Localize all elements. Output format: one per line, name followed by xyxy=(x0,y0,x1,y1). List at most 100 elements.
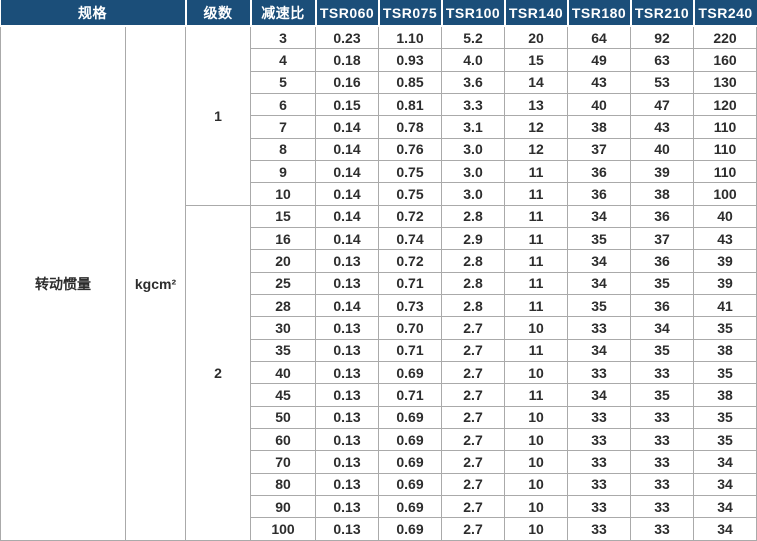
value-cell: 10 xyxy=(504,316,568,340)
value-cell: 0.81 xyxy=(378,93,442,117)
value-cell: 33 xyxy=(630,472,694,497)
value-cell: 0.13 xyxy=(315,316,379,340)
value-cell: 120 xyxy=(693,93,757,117)
value-cell: 0.13 xyxy=(315,383,379,407)
value-cell: 3.0 xyxy=(441,182,505,206)
header-model-tsr060: TSR060 xyxy=(315,0,380,27)
value-cell: 0.15 xyxy=(315,93,379,117)
header-ratio: 减速比 xyxy=(250,0,317,27)
value-cell: 100 xyxy=(693,182,757,206)
ratio-cell: 35 xyxy=(250,338,316,363)
value-cell: 0.14 xyxy=(315,160,379,184)
value-cell: 0.72 xyxy=(378,204,442,229)
header-stages: 级数 xyxy=(185,0,252,27)
value-cell: 2.7 xyxy=(441,472,505,497)
table-row: 80 0.13 0.69 2.7 10 33 33 34 xyxy=(1,472,757,497)
table-body: 转动惯量 kgcm² 1 3 0.23 1.10 5.2 20 64 92 220 4 0.18 0.93… xyxy=(0,25,757,541)
value-cell: 0.14 xyxy=(315,115,379,139)
value-cell: 10 xyxy=(504,495,568,519)
value-cell: 0.14 xyxy=(315,137,379,162)
value-cell: 33 xyxy=(567,495,631,519)
header-model-tsr100: TSR100 xyxy=(441,0,506,27)
value-cell: 11 xyxy=(504,160,568,184)
value-cell: 0.13 xyxy=(315,517,379,541)
value-cell: 5.2 xyxy=(441,25,505,50)
value-cell: 33 xyxy=(567,316,631,340)
value-cell: 220 xyxy=(693,25,757,50)
header-spec: 规格 xyxy=(0,0,187,27)
value-cell: 110 xyxy=(693,115,757,139)
value-cell: 0.13 xyxy=(315,361,379,385)
value-cell: 20 xyxy=(504,25,568,50)
value-cell: 0.14 xyxy=(315,204,379,229)
value-cell: 2.7 xyxy=(441,495,505,519)
value-cell: 2.8 xyxy=(441,271,505,296)
ratio-cell: 3 xyxy=(250,25,316,50)
value-cell: 0.76 xyxy=(378,137,442,162)
ratio-cell: 70 xyxy=(250,450,316,474)
ratio-cell: 15 xyxy=(250,204,316,229)
table-row: 60 0.13 0.69 2.7 10 33 33 35 xyxy=(1,428,757,452)
ratio-cell: 40 xyxy=(250,361,316,385)
table-row: 转动惯量 kgcm² 1 3 0.23 1.10 5.2 20 64 92 220 xyxy=(0,25,757,541)
value-cell: 0.18 xyxy=(315,48,379,72)
value-cell: 2.8 xyxy=(441,204,505,229)
value-cell: 2.7 xyxy=(441,338,505,363)
ratio-cell: 90 xyxy=(250,495,316,519)
value-cell: 0.85 xyxy=(378,70,442,95)
ratio-cell: 10 xyxy=(250,182,316,206)
value-cell: 0.13 xyxy=(315,271,379,296)
value-cell: 36 xyxy=(630,204,694,229)
value-cell: 35 xyxy=(693,361,757,385)
value-cell: 33 xyxy=(630,450,694,474)
ratio-cell: 25 xyxy=(250,271,316,296)
value-cell: 35 xyxy=(630,271,694,296)
table-row: 20 0.13 0.72 2.8 11 34 36 39 xyxy=(1,249,757,273)
value-cell: 0.71 xyxy=(378,383,442,407)
ratio-cell: 8 xyxy=(250,137,316,162)
value-cell: 10 xyxy=(504,405,568,430)
value-cell: 34 xyxy=(567,338,631,363)
value-cell: 0.16 xyxy=(315,70,379,95)
value-cell: 11 xyxy=(504,249,568,273)
value-cell: 3.3 xyxy=(441,93,505,117)
value-cell: 0.14 xyxy=(315,182,379,206)
ratio-cell: 4 xyxy=(250,48,316,72)
value-cell: 0.13 xyxy=(315,472,379,497)
value-cell: 0.78 xyxy=(378,115,442,139)
value-cell: 1.10 xyxy=(378,25,442,50)
table-row: 30 0.13 0.70 2.7 10 33 34 35 xyxy=(1,316,757,340)
value-cell: 110 xyxy=(693,160,757,184)
value-cell: 2.7 xyxy=(441,517,505,541)
value-cell: 33 xyxy=(567,472,631,497)
value-cell: 3.1 xyxy=(441,115,505,139)
value-cell: 11 xyxy=(504,383,568,407)
value-cell: 0.70 xyxy=(378,316,442,340)
value-cell: 33 xyxy=(567,450,631,474)
stage-cell: 2 xyxy=(185,204,251,541)
value-cell: 34 xyxy=(693,472,757,497)
value-cell: 0.69 xyxy=(378,405,442,430)
value-cell: 0.93 xyxy=(378,48,442,72)
value-cell: 34 xyxy=(693,517,757,541)
value-cell: 0.69 xyxy=(378,428,442,452)
header-row: 规格 级数 减速比 TSR060 TSR075 TSR100 TSR140 TSR180… xyxy=(0,0,757,27)
value-cell: 0.75 xyxy=(378,160,442,184)
value-cell: 92 xyxy=(630,25,694,50)
value-cell: 35 xyxy=(630,383,694,407)
value-cell: 11 xyxy=(504,204,568,229)
unit-cell: kgcm² xyxy=(125,25,186,541)
value-cell: 0.13 xyxy=(315,428,379,452)
value-cell: 43 xyxy=(630,115,694,139)
value-cell: 37 xyxy=(567,137,631,162)
value-cell: 11 xyxy=(504,338,568,363)
value-cell: 33 xyxy=(630,428,694,452)
value-cell: 10 xyxy=(504,472,568,497)
value-cell: 34 xyxy=(693,495,757,519)
value-cell: 0.69 xyxy=(378,361,442,385)
ratio-cell: 5 xyxy=(250,70,316,95)
value-cell: 13 xyxy=(504,93,568,117)
value-cell: 2.7 xyxy=(441,450,505,474)
value-cell: 2.9 xyxy=(441,227,505,251)
value-cell: 34 xyxy=(693,450,757,474)
